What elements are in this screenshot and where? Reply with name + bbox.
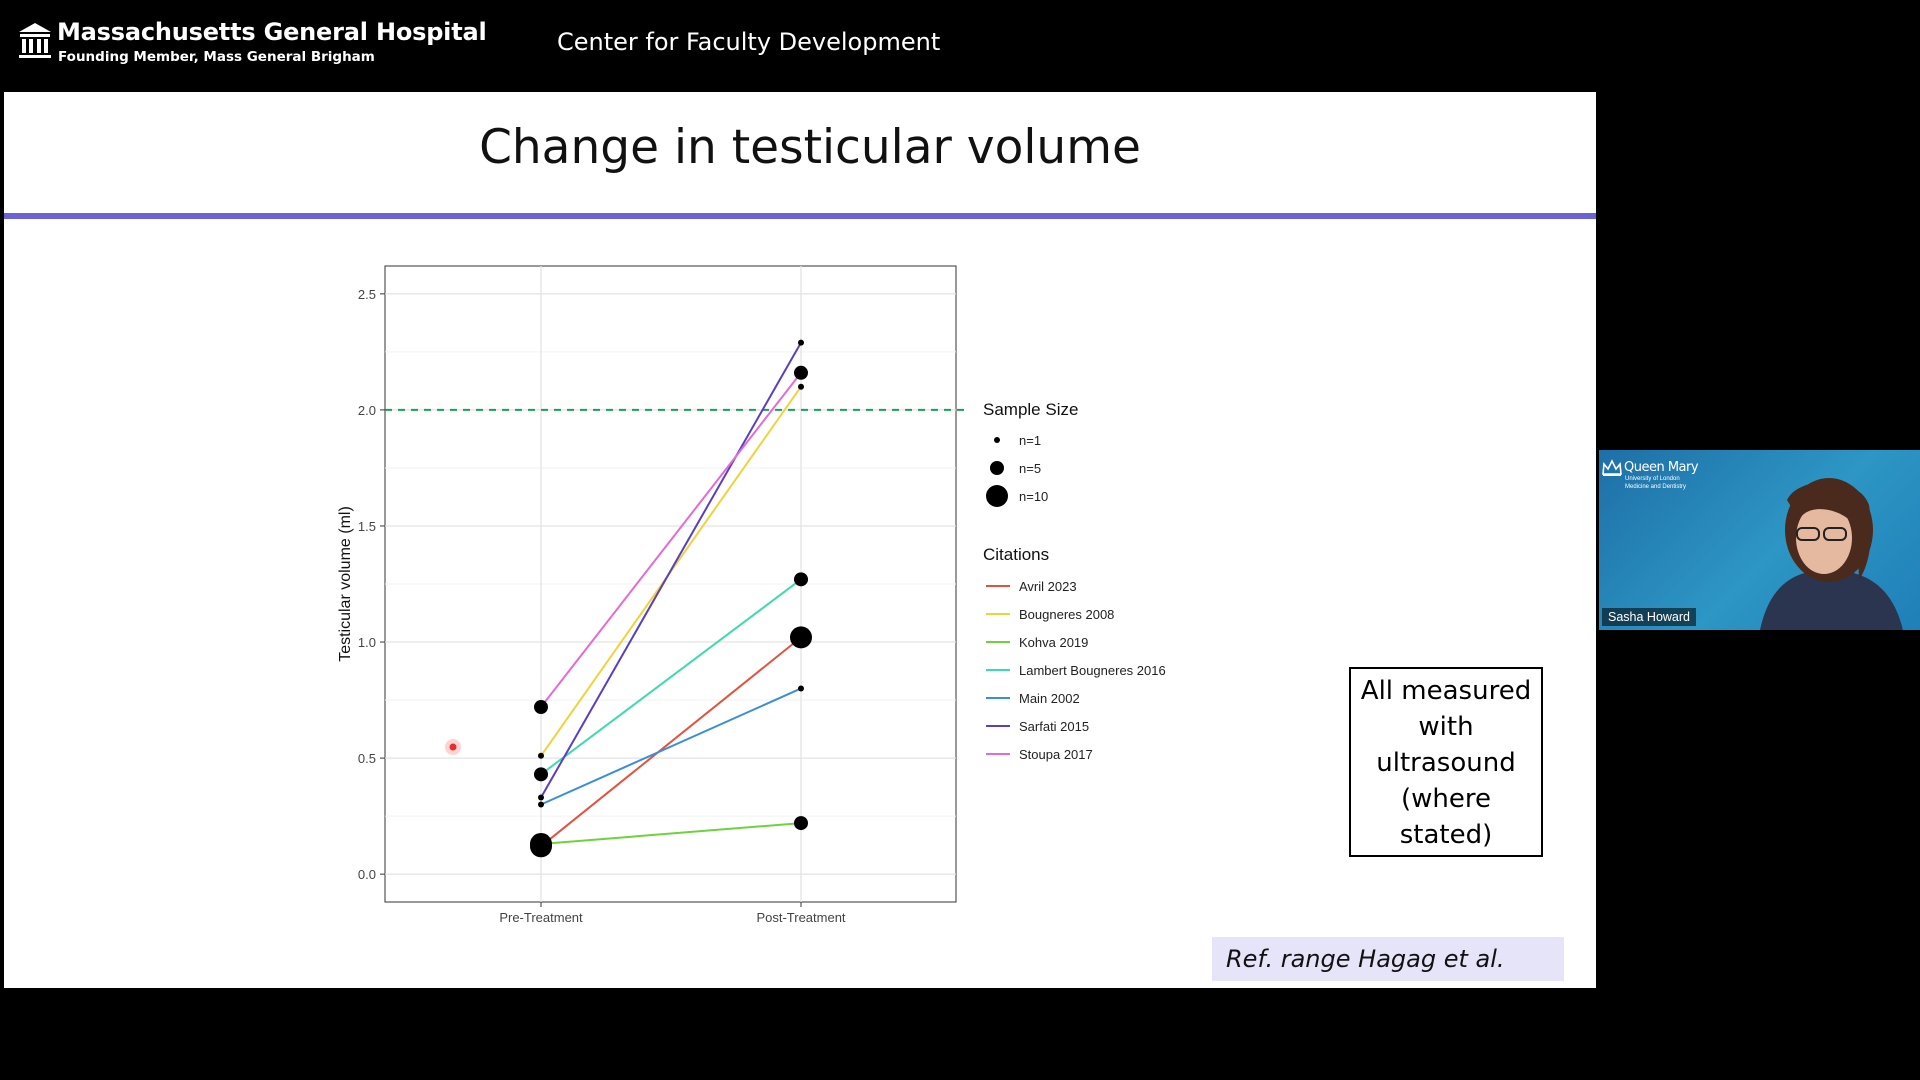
volume-chart: 0.0 0.5 1.0 1.5 2.0 2.5 Pre-Treatment Post-Trea… [337, 265, 1166, 925]
series-line [540, 636, 802, 848]
size-legend-dot [994, 437, 1000, 443]
data-point [790, 626, 812, 649]
slide-title: Change in testicular volume [479, 120, 1141, 175]
series-line [540, 822, 802, 845]
y-axis-label: Testicular volume (ml) [337, 506, 354, 662]
size-legend-dot [986, 485, 1008, 507]
series-line [540, 687, 802, 806]
title-divider [4, 213, 1596, 219]
size-legend-label: n=10 [1019, 489, 1048, 504]
legend-label: Lambert Bougneres 2016 [1019, 663, 1166, 678]
laser-pointer-dot [449, 743, 457, 751]
y-tick-label: 1.0 [358, 635, 376, 650]
meeting-header: Massachusetts General Hospital Founding … [0, 0, 1920, 92]
video-org-sub2: Medicine and Dentistry [1625, 484, 1687, 490]
data-point [538, 801, 544, 808]
data-point [538, 752, 544, 759]
data-point [798, 339, 804, 346]
size-legend-title: Sample Size [983, 400, 1078, 419]
center-title: Center for Faculty Development [557, 28, 941, 56]
legend-label: Avril 2023 [1019, 579, 1077, 594]
measurement-note: All measured with ultrasound (where stat… [1349, 667, 1543, 857]
y-tick-label: 1.5 [358, 519, 376, 534]
participant-name-label: Sasha Howard [1602, 608, 1696, 626]
legend-label: Kohva 2019 [1019, 635, 1088, 650]
series-line [540, 578, 802, 776]
y-tick-label: 2.0 [358, 403, 376, 418]
presentation-slide: Change in testicular volume 0.0 0.5 1.0 1.5… [4, 92, 1596, 988]
legend-label: Main 2002 [1019, 691, 1080, 706]
series-line [540, 372, 802, 708]
data-point [534, 767, 548, 782]
data-point [538, 794, 544, 801]
data-point [794, 365, 808, 380]
crown-icon [1602, 459, 1622, 476]
data-point [794, 816, 808, 831]
participant-avatar [1760, 478, 1903, 630]
legend-label: Stoupa 2017 [1019, 747, 1093, 762]
x-tick-label: Post-Treatment [756, 910, 845, 925]
data-point [798, 383, 804, 390]
y-tick-label: 2.5 [358, 287, 376, 302]
data-point [530, 832, 552, 855]
size-legend-dot [990, 461, 1004, 475]
y-tick-label: 0.5 [358, 751, 376, 766]
participant-video-tile[interactable]: Queen Mary University of London Medicine… [1599, 450, 1920, 630]
video-org-sub1: University of London [1625, 476, 1680, 482]
size-legend-label: n=5 [1019, 461, 1041, 476]
color-legend-title: Citations [983, 545, 1049, 564]
x-tick-label: Pre-Treatment [499, 910, 583, 925]
y-tick-label: 0.0 [358, 867, 376, 882]
data-point [534, 700, 548, 715]
video-org-name: Queen Mary [1624, 460, 1699, 475]
data-point [794, 572, 808, 587]
legend-label: Sarfati 2015 [1019, 719, 1089, 734]
reference-range-label: Ref. range Hagag et al. 2017 [1212, 937, 1564, 981]
org-subtitle: Founding Member, Mass General Brigham [58, 49, 375, 65]
series-line [540, 342, 802, 799]
hospital-building-icon [19, 23, 51, 58]
legend-label: Bougneres 2008 [1019, 607, 1114, 622]
data-point [798, 685, 804, 692]
org-name: Massachusetts General Hospital [57, 18, 487, 46]
size-legend-label: n=1 [1019, 433, 1041, 448]
